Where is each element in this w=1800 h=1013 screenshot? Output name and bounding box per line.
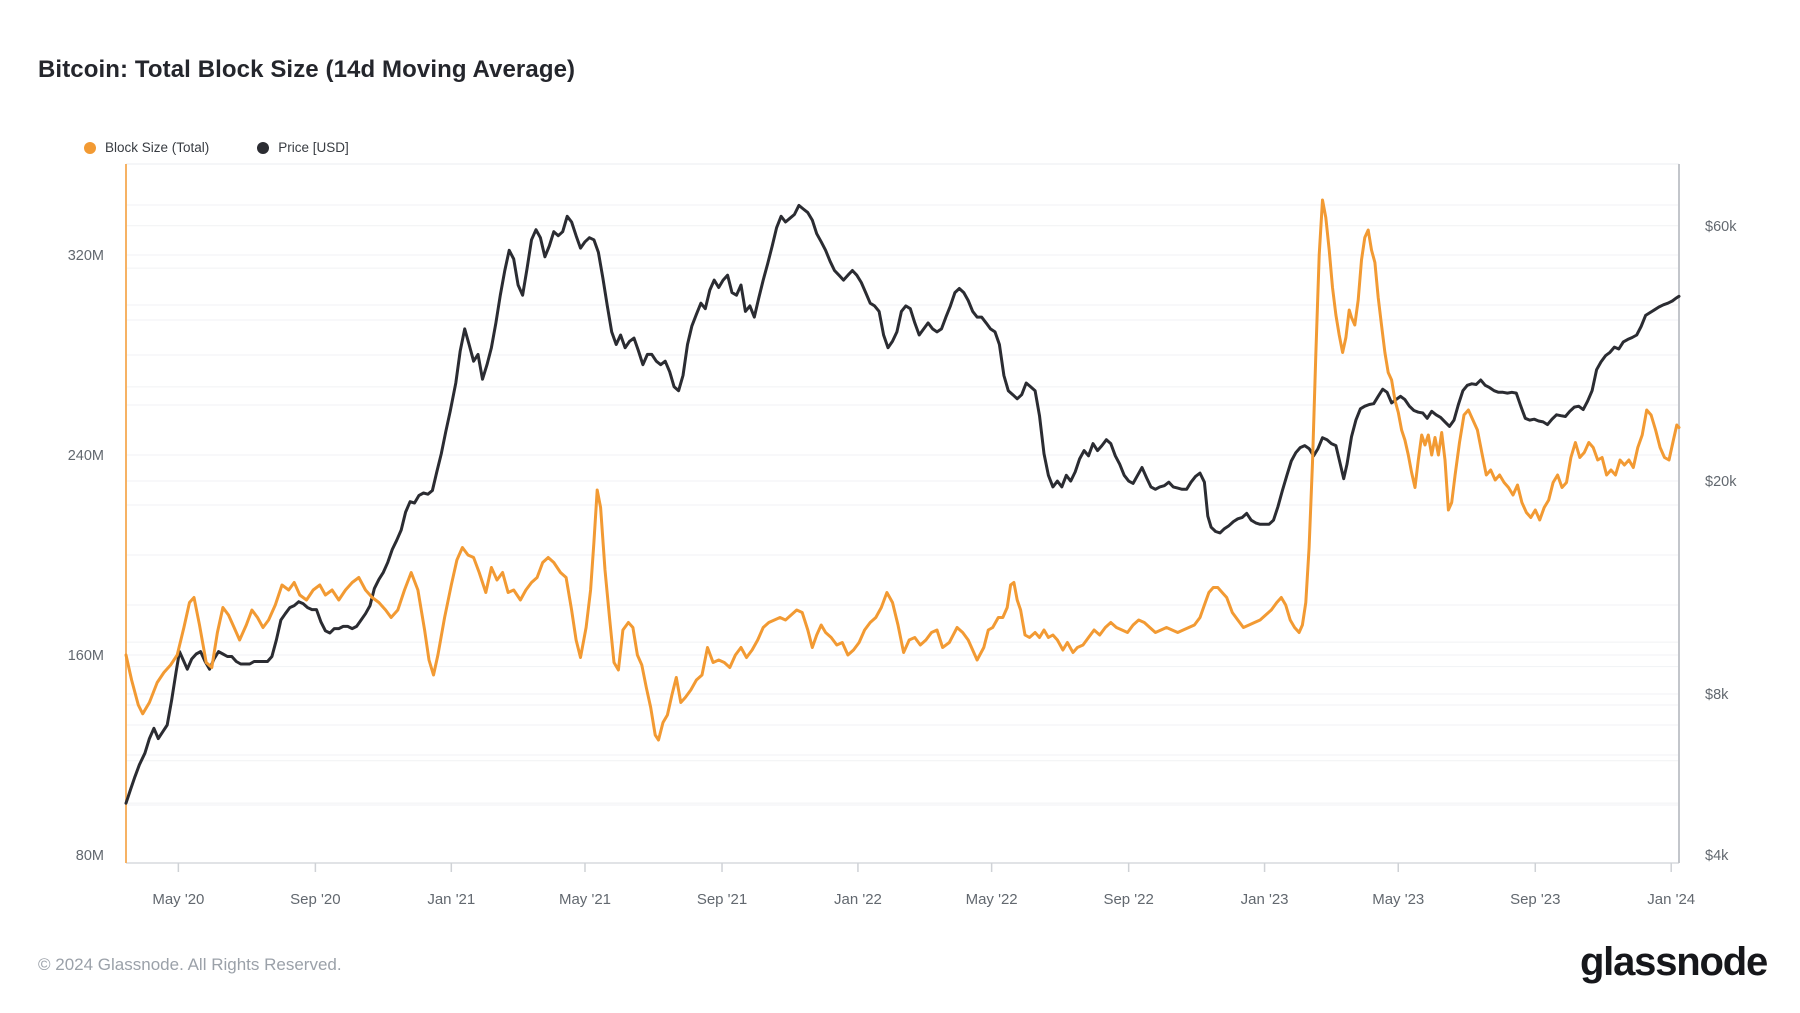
- chart-legend: Block Size (Total) Price [USD]: [84, 140, 349, 155]
- y-left-tick-label: 320M: [68, 248, 104, 264]
- y-right-tick-label: $4k: [1705, 848, 1729, 864]
- x-tick-label: May '21: [559, 891, 611, 908]
- copyright-text: © 2024 Glassnode. All Rights Reserved.: [38, 955, 342, 974]
- y-right-tick-label: $8k: [1705, 687, 1729, 703]
- x-tick-label: Sep '23: [1510, 891, 1560, 908]
- x-tick-label: Sep '22: [1103, 891, 1153, 908]
- y-right-tick-label: $20k: [1705, 474, 1737, 490]
- y-right-tick-label: $60k: [1705, 219, 1737, 235]
- legend-swatch-block-size-icon: [84, 141, 96, 154]
- glassnode-logo[interactable]: glassnode: [1579, 940, 1768, 984]
- x-tick-label: May '20: [152, 891, 204, 908]
- x-tick-label: Sep '20: [290, 891, 340, 908]
- x-tick-label: May '23: [1372, 891, 1424, 908]
- legend-item-block-size[interactable]: Block Size (Total): [84, 140, 209, 155]
- series-line-block-size[interactable]: [124, 198, 1681, 742]
- y-left-tick-label: 160M: [68, 648, 104, 664]
- x-tick-label: Jan '23: [1241, 891, 1289, 908]
- y-left-tick-label: 240M: [68, 448, 104, 464]
- x-tick-label: Sep '21: [697, 891, 747, 908]
- legend-item-price[interactable]: Price [USD]: [257, 140, 349, 155]
- legend-swatch-price-icon: [257, 141, 270, 154]
- legend-label-block-size: Block Size (Total): [105, 140, 210, 155]
- x-tick-label: Jan '21: [427, 891, 475, 908]
- page-title: Bitcoin: Total Block Size (14d Moving Av…: [38, 56, 576, 84]
- x-tick-label: Jan '24: [1647, 891, 1695, 908]
- x-tick-label: Jan '22: [834, 891, 882, 908]
- series-line-price[interactable]: [124, 203, 1681, 805]
- y-left-tick-label: 80M: [76, 848, 104, 864]
- x-tick-label: May '22: [966, 891, 1018, 908]
- legend-label-price: Price [USD]: [278, 140, 349, 155]
